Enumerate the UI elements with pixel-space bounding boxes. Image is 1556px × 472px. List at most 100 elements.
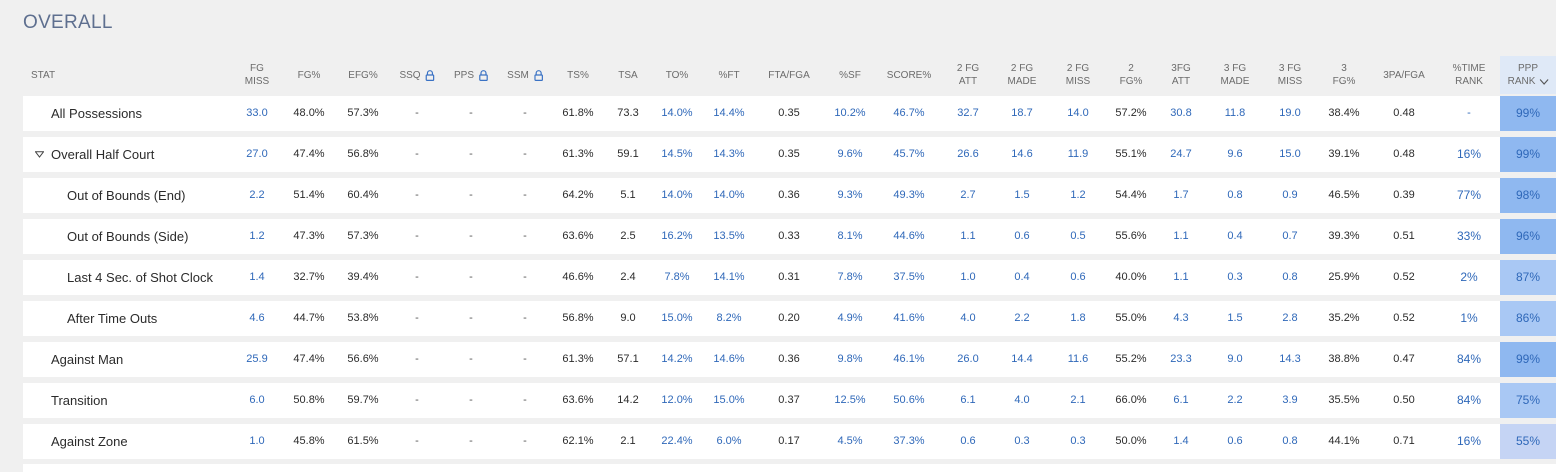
column-header-ts-pct[interactable]: TS% (567, 56, 589, 94)
column-header-score-pct[interactable]: SCORE% (887, 56, 931, 94)
cell-sf-pct: 9.3% (837, 189, 863, 201)
cell-fg2-att: 1.0 (960, 271, 976, 283)
cell-pa3-fga: 0.47 (1393, 353, 1415, 365)
column-header-tsa[interactable]: TSA (618, 56, 637, 94)
column-header-label: MISS (1065, 76, 1091, 87)
cell-fg-miss: 2.2 (249, 189, 265, 201)
cell-fg2-pct: 55.1% (1115, 148, 1147, 160)
cell-fg-pct: 47.4% (293, 148, 325, 160)
cell-ft-pct: 14.4% (713, 107, 745, 119)
cell-fta-fga: 0.36 (778, 189, 800, 201)
cell-ppp-rank: 96% (1500, 219, 1556, 254)
cell-fg-miss: 1.2 (249, 230, 265, 242)
lock-icon (425, 69, 435, 81)
column-header-to-pct[interactable]: TO% (666, 56, 689, 94)
cell-efg-pct: 56.8% (347, 148, 379, 160)
cell-fg2-miss: 0.6 (1070, 271, 1086, 283)
table-row[interactable]: Out of Bounds (Side) 1.2 47.3% 57.3% - - - 63.6… (23, 219, 1556, 254)
column-header-label: FG (250, 63, 264, 74)
cell-fg3-miss: 14.3 (1279, 353, 1301, 365)
cell-fg3-made: 0.8 (1227, 189, 1243, 201)
cell-ssq: - (415, 394, 419, 406)
cell-fg2-att: 4.0 (960, 312, 976, 324)
column-header-fg3-made[interactable]: 3 FG MADE (1221, 56, 1250, 94)
column-header-fg-miss[interactable]: FG MISS (245, 56, 269, 94)
column-header-time-rank[interactable]: %TIME RANK (1453, 56, 1486, 94)
column-header-ft-pct[interactable]: %FT (718, 56, 739, 94)
cell-fta-fga: 0.35 (778, 107, 800, 119)
cell-pa3-fga: 0.48 (1393, 107, 1415, 119)
cell-to-pct: 22.4% (661, 435, 693, 447)
cell-ft-pct: 14.6% (713, 353, 745, 365)
column-header-pps[interactable]: PPS (454, 56, 488, 94)
column-header-label: MADE (1220, 76, 1250, 87)
column-header-fta-fga[interactable]: FTA/FGA (768, 56, 809, 94)
cell-fta-fga: 0.37 (778, 394, 800, 406)
column-header-fg2-made[interactable]: 2 FG MADE (1008, 56, 1037, 94)
column-header-fg2-att[interactable]: 2 FG ATT (957, 56, 979, 94)
cell-fg3-att: 6.1 (1173, 394, 1189, 406)
cell-sf-pct: 8.1% (837, 230, 863, 242)
table-row[interactable]: Out of Bounds (End) 2.2 51.4% 60.4% - - - 64.2%… (23, 178, 1556, 213)
cell-pps: - (469, 312, 473, 324)
cell-fg3-miss: 0.9 (1282, 189, 1298, 201)
column-header-sf-pct[interactable]: %SF (839, 56, 861, 94)
column-header-fg-pct[interactable]: FG% (298, 56, 321, 94)
column-header-pa3-fga[interactable]: 3PA/FGA (1383, 56, 1425, 94)
cell-efg-pct: 60.4% (347, 189, 379, 201)
caret-down-icon[interactable] (35, 151, 44, 158)
cell-pa3-fga: 0.48 (1393, 148, 1415, 160)
table-row[interactable]: All Possessions 33.0 48.0% 57.3% - - - 61.8% 73.… (23, 96, 1556, 131)
cell-score-pct: 41.6% (893, 312, 925, 324)
cell-efg-pct: 39.4% (347, 271, 379, 283)
table-row[interactable]: After Time Outs 4.6 44.7% 53.8% - - - 56.8% 9.0 1… (23, 301, 1556, 336)
cell-ft-pct: 14.3% (713, 148, 745, 160)
column-header-label: TS% (567, 69, 589, 81)
column-header-fg3-att[interactable]: 3FG ATT (1171, 56, 1190, 94)
cell-ts-pct: 64.2% (562, 189, 594, 201)
table-row[interactable]: Overall Half Court 27.0 47.4% 56.8% - - - 61.3%… (23, 137, 1556, 172)
column-header-stat[interactable]: STAT (31, 56, 55, 94)
cell-ppp-rank: 99% (1500, 96, 1556, 131)
column-header-fg2-pct[interactable]: 2 FG% (1120, 56, 1143, 94)
column-header-label: 3 FG (1223, 63, 1247, 74)
cell-fg-miss: 6.0 (249, 394, 265, 406)
table-row[interactable]: Last 4 Sec. of Shot Clock 1.4 32.7% 39.4% - -… (23, 260, 1556, 295)
table-header: STAT FG MISS FG% EFG% SSQ PPS SSM TS% TSA TO% %FT FT… (23, 56, 1556, 94)
cell-ft-pct: 14.1% (713, 271, 745, 283)
cell-fg2-miss: 11.9 (1067, 148, 1089, 160)
sort-down-icon[interactable] (1539, 78, 1549, 85)
cell-pa3-fga: 0.39 (1393, 189, 1415, 201)
column-header-label: SCORE% (886, 69, 932, 81)
column-header-fg3-miss[interactable]: 3 FG MISS (1278, 56, 1302, 94)
cell-efg-pct: 56.6% (347, 353, 379, 365)
row-label: Transition (51, 393, 108, 408)
table-row[interactable]: Against Zone 1.0 45.8% 61.5% - - - 62.1% 2.1 22.4… (23, 424, 1556, 459)
cell-score-pct: 46.1% (893, 353, 925, 365)
table-row[interactable]: Transition 6.0 50.8% 59.7% - - - 63.6% 14.2 12.0%… (23, 383, 1556, 418)
cell-to-pct: 14.2% (661, 353, 693, 365)
column-header-ssm[interactable]: SSM (507, 56, 543, 94)
cell-fg3-att: 1.1 (1173, 271, 1189, 283)
column-header-ssq[interactable]: SSQ (399, 56, 435, 94)
cell-ssm: - (523, 271, 527, 283)
cell-fg2-pct: 55.0% (1115, 312, 1147, 324)
cell-fg3-made: 11.8 (1224, 107, 1246, 119)
cell-fta-fga: 0.36 (778, 353, 800, 365)
column-header-label: %FT (718, 69, 740, 81)
cell-pps: - (469, 271, 473, 283)
column-header-label: TSA (618, 69, 638, 81)
cell-pa3-fga: 0.50 (1393, 394, 1415, 406)
cell-pps: - (469, 353, 473, 365)
cell-fg2-made: 14.6 (1011, 148, 1033, 160)
column-header-ppp-rank[interactable]: PPP RANK (1508, 56, 1549, 94)
cell-fg3-att: 4.3 (1173, 312, 1189, 324)
row-label: Out of Bounds (Side) (67, 229, 189, 244)
lock-icon (479, 69, 488, 81)
column-header-fg3-pct[interactable]: 3 FG% (1333, 56, 1356, 94)
column-header-fg2-miss[interactable]: 2 FG MISS (1066, 56, 1090, 94)
column-header-efg-pct[interactable]: EFG% (348, 56, 377, 94)
cell-fg2-made: 1.5 (1014, 189, 1030, 201)
table-row[interactable]: Against Man 25.9 47.4% 56.6% - - - 61.3% 57.1 14.… (23, 342, 1556, 377)
cell-fg2-made: 0.6 (1014, 230, 1030, 242)
